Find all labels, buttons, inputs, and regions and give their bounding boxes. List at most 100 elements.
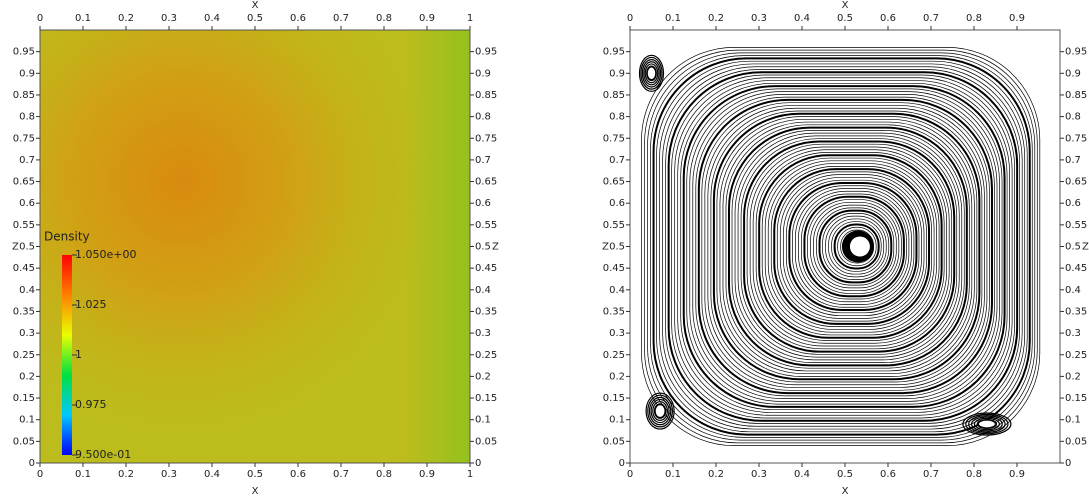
y-tick-label: 0.2 [19,371,35,382]
y-tick-label: 0.6 [19,198,35,209]
y-tick-label: 0.3 [1065,328,1081,339]
y-tick-label: 0.2 [475,371,491,382]
x-axis-label: X [842,0,849,11]
eddy-eye [979,420,996,428]
y-tick-label: 0.3 [19,328,35,339]
y-tick-label: 0.35 [1065,306,1087,317]
x-tick-label: 0.8 [376,13,392,24]
colorbar [62,255,72,455]
y-tick-label: 0.95 [13,47,35,58]
x-tick-label: 0.5 [247,13,263,24]
x-tick-label: 0.6 [880,13,896,24]
x-tick-label: 0.4 [204,469,220,480]
x-tick-label: 0.2 [708,13,724,24]
streamlines [641,47,1039,445]
x-tick-label: 0.8 [966,13,982,24]
x-tick-label: 0.7 [333,469,349,480]
y-tick-label: 0.45 [475,263,497,274]
x-tick-label: 0.5 [247,469,263,480]
y-tick-label: 0.4 [19,285,35,296]
y-tick-label: 0.45 [1065,263,1087,274]
x-tick-label: 0.1 [75,13,91,24]
x-tick-label: 0.2 [708,469,724,480]
y-tick-label: 0.65 [13,177,35,188]
y-tick-label: 0.7 [609,155,625,166]
y-tick-label: 0.15 [603,393,625,404]
y-tick-label: 0.55 [603,220,625,231]
figure: Density1.050e+001.02510.9759.500e-01000.… [0,0,1089,500]
y-tick-label: 0.5 [1065,242,1081,253]
x-tick-label: 1 [467,13,473,24]
x-tick-label: 0.5 [837,13,853,24]
x-tick-label: 0.1 [665,13,681,24]
y-tick-label: 0.8 [1065,112,1081,123]
y-tick-label: 0.05 [13,436,35,447]
y-tick-label: 0.5 [19,242,35,253]
y-tick-label: 0.25 [13,350,35,361]
y-tick-label: 0.8 [19,112,35,123]
y-tick-label: 0.5 [609,242,625,253]
x-tick-label: 0.9 [419,13,435,24]
x-tick-label: 0.3 [161,13,177,24]
y-axis-label: Z [602,242,609,253]
x-tick-label: 0.8 [966,469,982,480]
y-tick-label: 0.15 [475,393,497,404]
y-tick-label: 0.9 [19,68,35,79]
colorbar-tick-label: 1.025 [75,298,107,311]
y-tick-label: 0.85 [475,90,497,101]
y-tick-label: 0.95 [603,47,625,58]
x-tick-label: 0.7 [923,469,939,480]
colorbar-title: Density [44,230,90,244]
y-tick-label: 0.55 [1065,220,1087,231]
x-tick-label: 0.2 [118,469,134,480]
x-tick-label: 0.7 [333,13,349,24]
y-tick-label: 0.05 [603,436,625,447]
y-tick-label: 0.45 [603,263,625,274]
y-tick-label: 0.65 [603,177,625,188]
x-tick-label: 0.3 [751,13,767,24]
y-tick-label: 0.8 [475,112,491,123]
x-tick-label: 0.9 [1009,469,1025,480]
colorbar-tick-label: 0.975 [75,398,107,411]
x-tick-label: 0.4 [794,469,810,480]
x-tick-label: 0.5 [837,469,853,480]
y-tick-label: 0.85 [603,90,625,101]
y-axis-label: Z [1082,242,1089,253]
y-tick-label: 0.1 [475,415,491,426]
y-tick-label: 0.25 [1065,350,1087,361]
y-tick-label: 0.65 [475,177,497,188]
y-tick-label: 0.95 [1065,47,1087,58]
x-tick-label: 0.1 [75,469,91,480]
y-tick-label: 0.55 [475,220,497,231]
y-tick-label: 0.4 [1065,285,1081,296]
y-tick-label: 0.55 [13,220,35,231]
y-tick-label: 0.45 [13,263,35,274]
y-tick-label: 0.4 [475,285,491,296]
y-tick-label: 0.2 [609,371,625,382]
y-tick-label: 0.6 [609,198,625,209]
x-tick-label: 0.4 [794,13,810,24]
y-tick-label: 0.1 [609,415,625,426]
x-tick-label: 0 [627,13,633,24]
y-tick-label: 0.85 [13,90,35,101]
x-tick-label: 0.9 [1009,13,1025,24]
y-tick-label: 0.3 [609,328,625,339]
x-axis-label: X [252,486,259,497]
y-tick-label: 0.8 [609,112,625,123]
y-tick-label: 0.1 [19,415,35,426]
x-axis-label: X [252,0,259,11]
y-tick-label: 0.1 [1065,415,1081,426]
y-tick-label: 0.35 [475,306,497,317]
y-tick-label: 0.9 [609,68,625,79]
eddy-eye [655,405,665,418]
y-tick-label: 0.25 [603,350,625,361]
y-tick-label: 0.95 [475,47,497,58]
x-tick-label: 0.4 [204,13,220,24]
colorbar-tick-label: 9.500e-01 [75,448,131,461]
streamline [654,58,1030,434]
y-tick-label: 0.75 [1065,133,1087,144]
x-tick-label: 0.6 [880,469,896,480]
y-tick-label: 0 [29,458,35,469]
x-tick-label: 0.3 [161,469,177,480]
y-tick-label: 0 [475,458,481,469]
